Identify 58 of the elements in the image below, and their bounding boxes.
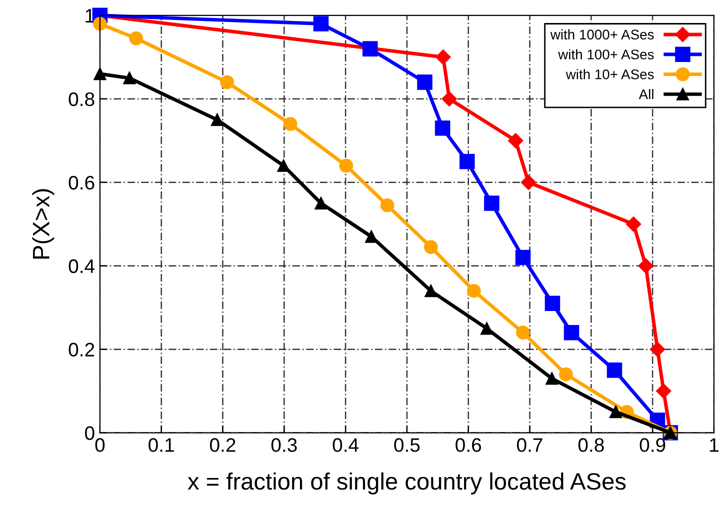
point [277, 159, 290, 172]
y-tick-label: 0.2 [68, 342, 94, 357]
x-tick-label: 0.6 [456, 438, 482, 452]
point [123, 72, 136, 84]
x-tick-label: 0.2 [210, 438, 236, 452]
x-tick-label: 0.3 [271, 438, 297, 452]
point [92, 16, 107, 31]
point [650, 342, 666, 357]
point [466, 284, 481, 298]
legend-label: with 10+ ASes [566, 69, 654, 80]
legend-label: All [638, 88, 654, 100]
point [129, 31, 144, 46]
y-tick-label: 0.8 [68, 92, 94, 106]
point [459, 154, 475, 170]
point [442, 91, 457, 106]
point [559, 367, 573, 382]
point [609, 406, 622, 418]
x-tick-label: 0.8 [578, 438, 604, 452]
point [638, 258, 654, 274]
point [508, 133, 524, 148]
point [480, 322, 494, 335]
point [546, 372, 558, 385]
point [484, 196, 500, 211]
point [606, 362, 622, 378]
x-tick-label: 0.1 [148, 438, 174, 452]
point [220, 75, 234, 90]
y-tick-label: 0.4 [68, 259, 95, 274]
point [544, 296, 560, 312]
point [516, 326, 530, 340]
legend-label: with 100+ ASes [558, 49, 654, 60]
x-tick-label: 0.4 [332, 438, 358, 452]
y-tick-label: 0 [85, 426, 94, 440]
point [434, 120, 450, 136]
point [520, 174, 536, 190]
legend-label: with 1000+ ASes [550, 29, 654, 40]
x-tick-label: 0.5 [394, 438, 420, 452]
point [283, 116, 298, 131]
point [656, 383, 672, 399]
point [424, 284, 438, 298]
point [339, 158, 354, 173]
point [417, 74, 432, 90]
point [380, 198, 394, 212]
x-axis-title: x = fraction of single country located ASes [188, 472, 626, 494]
point [314, 196, 328, 210]
point [313, 16, 329, 32]
point [362, 41, 378, 56]
y-tick-label: 0.6 [68, 176, 94, 190]
point [436, 50, 451, 65]
point [210, 114, 224, 126]
point [564, 324, 580, 340]
y-axis-title: P(X>x) [32, 189, 54, 259]
point [626, 216, 642, 232]
point [424, 240, 438, 254]
x-tick-label: 0 [95, 438, 105, 452]
x-tick-label: 0.9 [640, 438, 666, 452]
x-tick-label: 1 [710, 438, 718, 452]
x-tick-label: 0.7 [517, 438, 542, 452]
point [515, 250, 531, 266]
